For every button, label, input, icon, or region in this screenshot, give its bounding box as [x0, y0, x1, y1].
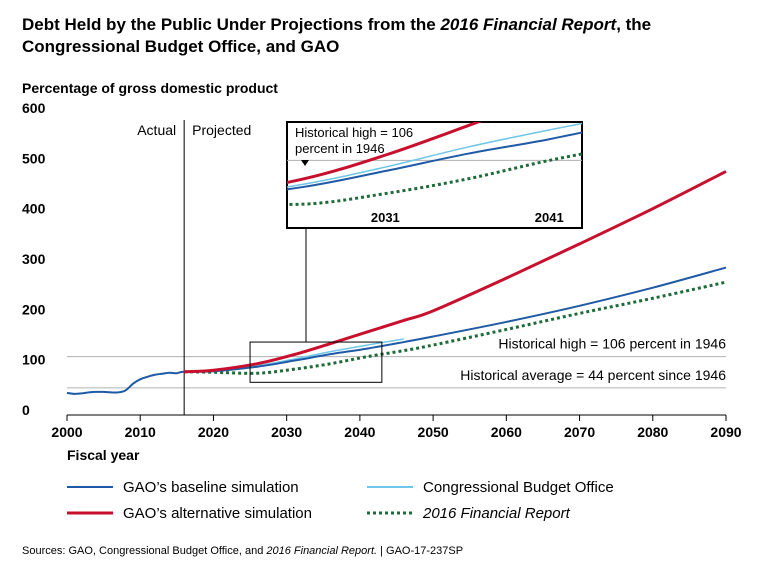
y-tick-label: 100: [22, 352, 46, 368]
legend-label-financial_report: 2016 Financial Report: [422, 505, 571, 522]
x-tick-label: 2000: [51, 424, 82, 440]
inset-series-line-financial_report: [287, 152, 582, 206]
legend-label-baseline: GAO’s baseline simulation: [123, 479, 299, 496]
series-line-alternative: [184, 170, 727, 374]
reference-label-historical-average: Historical average = 44 percent since 19…: [460, 367, 726, 383]
x-tick-label: 2090: [710, 424, 741, 440]
x-tick-label: 2050: [418, 424, 449, 440]
inset-series-line-cbo: [287, 122, 582, 188]
x-tick-label: 2030: [271, 424, 302, 440]
inset-x-tick-label: 2031: [371, 210, 400, 225]
inset-annotation-arrow: [301, 160, 309, 166]
y-tick-label: 400: [22, 201, 46, 217]
x-tick-label: 2040: [344, 424, 375, 440]
zoom-region-box: [249, 341, 383, 383]
x-axis-label: Fiscal year: [67, 447, 140, 463]
x-tick-label: 2080: [637, 424, 668, 440]
y-tick-label: 600: [22, 100, 46, 116]
actual-label: Actual: [137, 122, 176, 138]
reference-label-historical-high: Historical high = 106 percent in 1946: [498, 336, 726, 352]
legend-label-cbo: Congressional Budget Office: [423, 479, 614, 496]
inset-panel: [286, 121, 583, 229]
x-tick-label: 2010: [125, 424, 156, 440]
y-axis-label: Percentage of gross domestic product: [22, 80, 278, 96]
x-tick-label: 2020: [198, 424, 229, 440]
chart-title: Debt Held by the Public Under Projection…: [22, 15, 652, 56]
inset-series-line-alternative: [287, 122, 483, 185]
source-note: Sources: GAO, Congressional Budget Offic…: [22, 545, 464, 557]
inset-annotation-line: Historical high = 106: [295, 125, 413, 140]
projected-label: Projected: [192, 122, 251, 138]
y-tick-label: 300: [22, 251, 46, 267]
y-tick-label: 500: [22, 150, 46, 166]
y-tick-label: 200: [22, 301, 46, 317]
x-tick-label: 2070: [564, 424, 595, 440]
x-tick-label: 2060: [491, 424, 522, 440]
inset-x-tick-label: 2041: [535, 210, 564, 225]
series-line-financial_report: [184, 280, 727, 375]
inset-plot-area: [287, 122, 582, 206]
legend-label-alternative: GAO’s alternative simulation: [123, 505, 312, 522]
y-tick-label: 0: [22, 402, 30, 418]
series-line-baseline: [66, 266, 727, 395]
inset-annotation-line: percent in 1946: [295, 141, 385, 156]
